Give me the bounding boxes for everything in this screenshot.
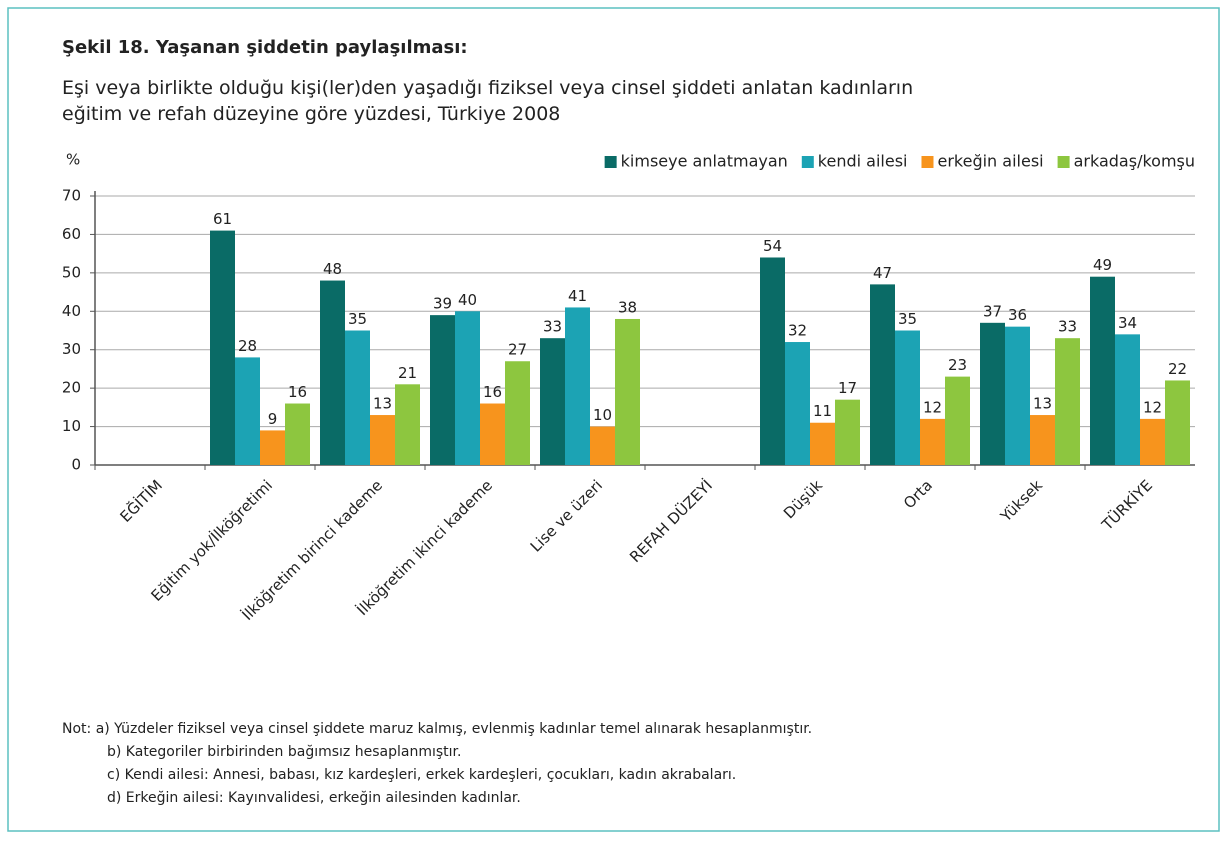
y-tick-label: 0 xyxy=(71,456,81,474)
bar xyxy=(540,338,565,465)
bar xyxy=(320,280,345,465)
bar xyxy=(565,307,590,465)
data-label: 39 xyxy=(433,295,452,313)
legend-swatch xyxy=(801,156,814,168)
data-label: 38 xyxy=(618,298,637,316)
legend-label: kendi ailesi xyxy=(818,152,908,171)
data-label: 33 xyxy=(543,318,562,336)
data-label: 27 xyxy=(508,341,527,359)
data-label: 23 xyxy=(948,356,967,374)
data-label: 36 xyxy=(1008,306,1027,324)
data-label: 54 xyxy=(763,237,782,255)
legend-label: erkeğin ailesi xyxy=(937,152,1043,171)
data-label: 48 xyxy=(323,260,342,278)
note: b) Kategoriler birbirinden bağımsız hesa… xyxy=(107,744,461,760)
y-axis-label: % xyxy=(66,151,80,169)
data-label: 34 xyxy=(1118,314,1137,332)
y-tick-label: 40 xyxy=(62,302,81,320)
data-label: 11 xyxy=(813,402,832,420)
bar xyxy=(1005,326,1030,465)
data-label: 32 xyxy=(788,322,807,340)
bar xyxy=(1115,334,1140,465)
data-label: 28 xyxy=(238,337,257,355)
legend-swatch xyxy=(604,156,617,168)
bar xyxy=(430,315,455,465)
y-tick-label: 70 xyxy=(62,187,81,205)
y-tick-label: 20 xyxy=(62,379,81,397)
data-label: 17 xyxy=(838,379,857,397)
y-tick-label: 10 xyxy=(62,417,81,435)
chart-title: Şekil 18. Yaşanan şiddetin paylaşılması: xyxy=(62,37,468,58)
bar xyxy=(895,330,920,465)
data-label: 49 xyxy=(1093,256,1112,274)
bar xyxy=(760,257,785,465)
bar xyxy=(210,230,235,465)
bar xyxy=(835,399,860,465)
data-label: 22 xyxy=(1168,360,1187,378)
note: Not: a) Yüzdeler fiziksel veya cinsel şi… xyxy=(62,721,812,737)
data-label: 12 xyxy=(923,398,942,416)
bar xyxy=(260,430,285,465)
bar xyxy=(945,376,970,465)
bar xyxy=(810,422,835,465)
y-tick-label: 60 xyxy=(62,225,81,243)
bar xyxy=(370,415,395,465)
bar xyxy=(1055,338,1080,465)
data-label: 47 xyxy=(873,264,892,282)
bar xyxy=(615,318,640,465)
chart-subtitle: Eşi veya birlikte olduğu kişi(ler)den ya… xyxy=(62,77,913,125)
bar xyxy=(590,426,615,465)
bar xyxy=(1030,415,1055,465)
data-label: 61 xyxy=(213,210,232,228)
bar xyxy=(1140,418,1165,465)
data-label: 16 xyxy=(288,383,307,401)
y-tick-label: 30 xyxy=(62,340,81,358)
data-label: 16 xyxy=(483,383,502,401)
bar xyxy=(345,330,370,465)
bar xyxy=(1090,276,1115,465)
legend-swatch xyxy=(921,156,934,168)
data-label: 37 xyxy=(983,302,1002,320)
data-label: 13 xyxy=(1033,395,1052,413)
bar xyxy=(870,284,895,465)
bar xyxy=(395,384,420,465)
data-label: 21 xyxy=(398,364,417,382)
legend-label: kimseye anlatmayan xyxy=(621,152,788,171)
data-label: 10 xyxy=(593,406,612,424)
data-label: 40 xyxy=(458,291,477,309)
data-label: 13 xyxy=(373,395,392,413)
bar xyxy=(920,418,945,465)
data-label: 9 xyxy=(268,410,278,428)
bar xyxy=(455,311,480,465)
note: c) Kendi ailesi: Annesi, babası, kız kar… xyxy=(107,767,736,783)
note: d) Erkeğin ailesi: Kayınvalidesi, erkeği… xyxy=(107,790,521,806)
bar xyxy=(480,403,505,465)
data-label: 41 xyxy=(568,287,587,305)
data-label: 33 xyxy=(1058,318,1077,336)
legend-label: arkadaş/komşu xyxy=(1074,152,1195,171)
data-label: 35 xyxy=(898,310,917,328)
bar xyxy=(1165,380,1190,465)
legend-swatch xyxy=(1057,156,1070,168)
bar xyxy=(505,361,530,465)
bar xyxy=(235,357,260,465)
bar xyxy=(285,403,310,465)
bar xyxy=(980,322,1005,465)
data-label: 35 xyxy=(348,310,367,328)
data-label: 12 xyxy=(1143,398,1162,416)
bar xyxy=(785,342,810,465)
y-tick-label: 50 xyxy=(62,263,81,281)
